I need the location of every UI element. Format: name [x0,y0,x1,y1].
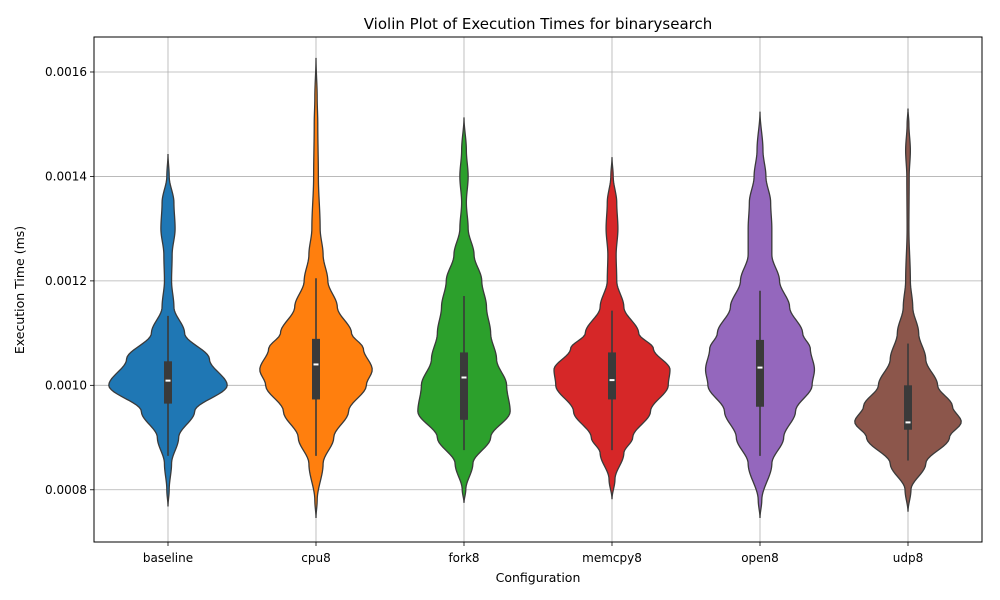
axis-ticks: 0.0008 0.0010 0.0012 0.0014 0.0016 baseline cp… [45,65,923,565]
x-tick-label-baseline: baseline [143,551,193,565]
violins [108,57,962,519]
x-tick-label-udp8: udp8 [893,551,923,565]
x-tick-label-fork8: fork8 [448,551,479,565]
y-tick-label: 0.0012 [45,274,87,288]
y-tick-label: 0.0016 [45,65,87,79]
iqr-box-udp8 [904,385,912,430]
iqr-box-memcpy8 [608,352,616,400]
iqr-box-fork8 [460,352,468,420]
y-tick-label: 0.0010 [45,378,87,392]
x-tick-label-cpu8: cpu8 [301,551,330,565]
chart-title: Violin Plot of Execution Times for binar… [364,15,712,33]
plot-frame [93,36,983,543]
y-tick-label: 0.0014 [45,169,87,183]
x-tick-label-open8: open8 [741,551,779,565]
y-axis-label: Execution Time (ms) [12,226,27,354]
x-axis-label: Configuration [496,570,581,585]
x-tick-label-memcpy8: memcpy8 [582,551,642,565]
iqr-box-cpu8 [312,338,320,400]
violin-udp8 [854,108,962,512]
iqr-box-open8 [756,339,764,407]
plot-background [94,37,982,542]
iqr-box-baseline [164,361,172,404]
y-tick-label: 0.0008 [45,483,87,497]
